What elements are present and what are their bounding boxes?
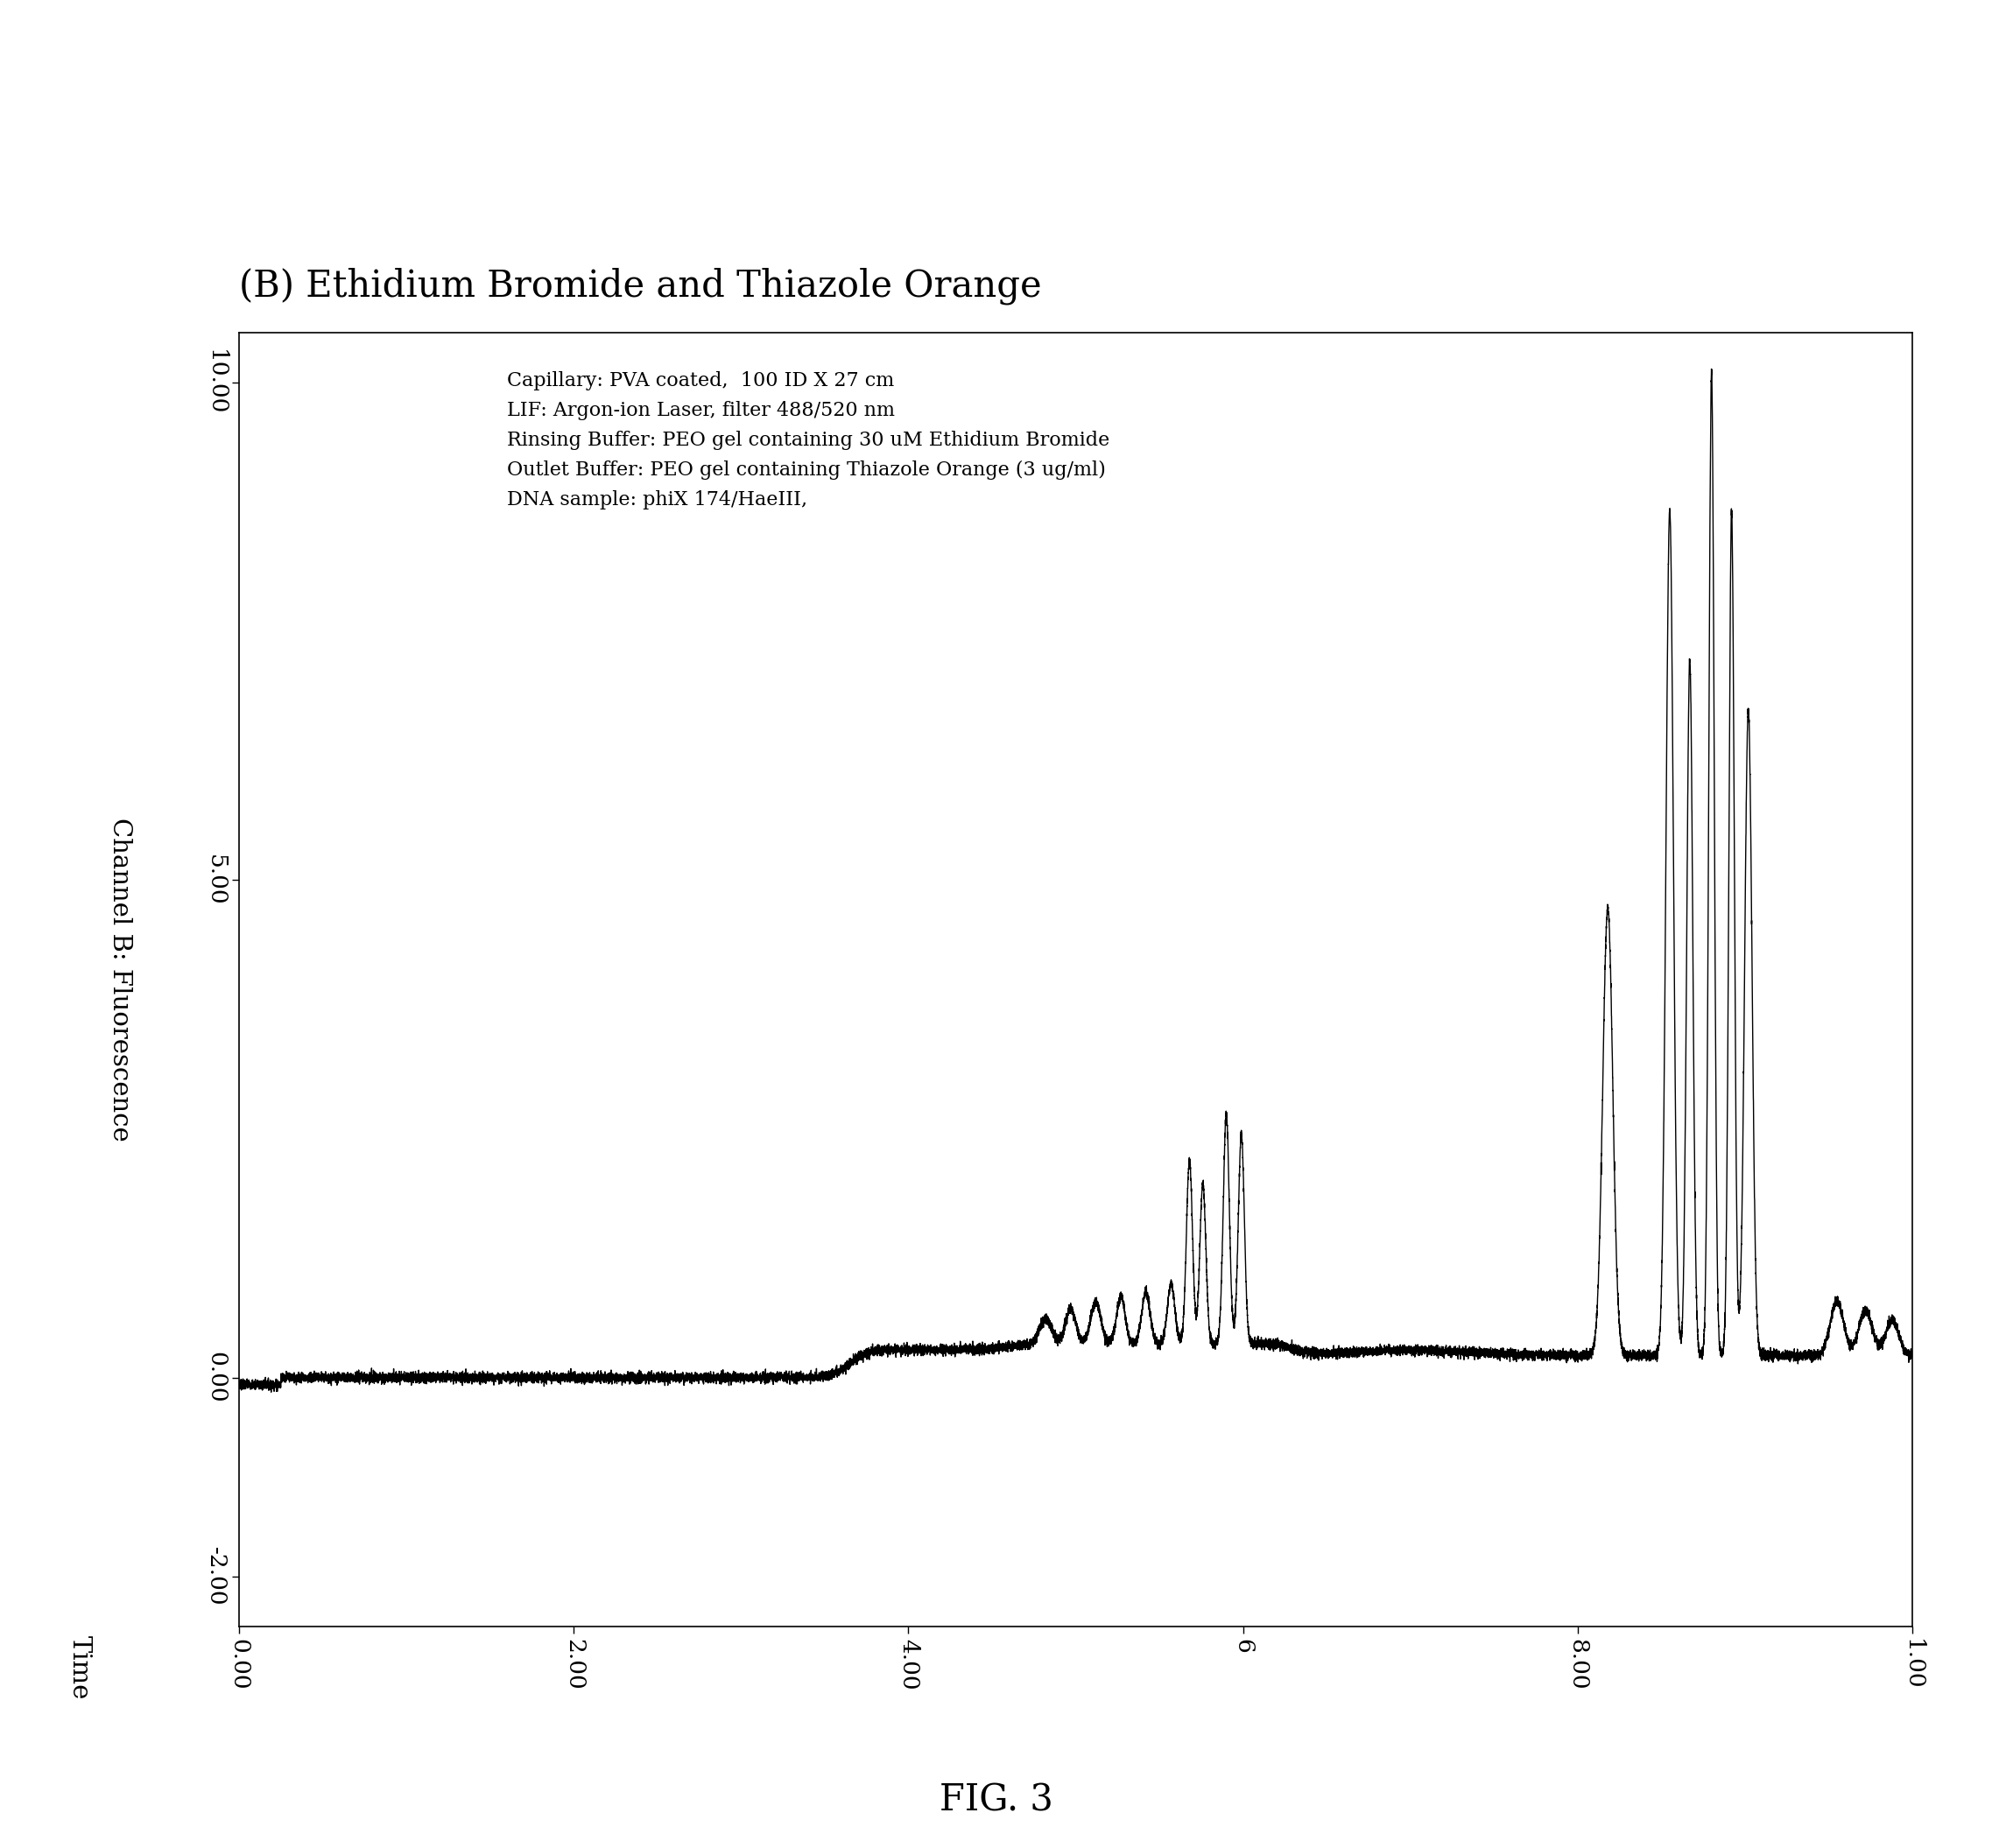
Text: Capillary: PVA coated,  100 ID X 27 cm
LIF: Argon-ion Laser, filter 488/520 nm
R: Capillary: PVA coated, 100 ID X 27 cm LI… (506, 371, 1110, 510)
Text: FIG. 3: FIG. 3 (938, 1781, 1054, 1818)
Text: (B) Ethidium Bromide and Thiazole Orange: (B) Ethidium Bromide and Thiazole Orange (239, 268, 1042, 305)
Y-axis label: Channel B: Fluorescence: Channel B: Fluorescence (108, 817, 131, 1142)
Text: Time: Time (68, 1635, 92, 1700)
